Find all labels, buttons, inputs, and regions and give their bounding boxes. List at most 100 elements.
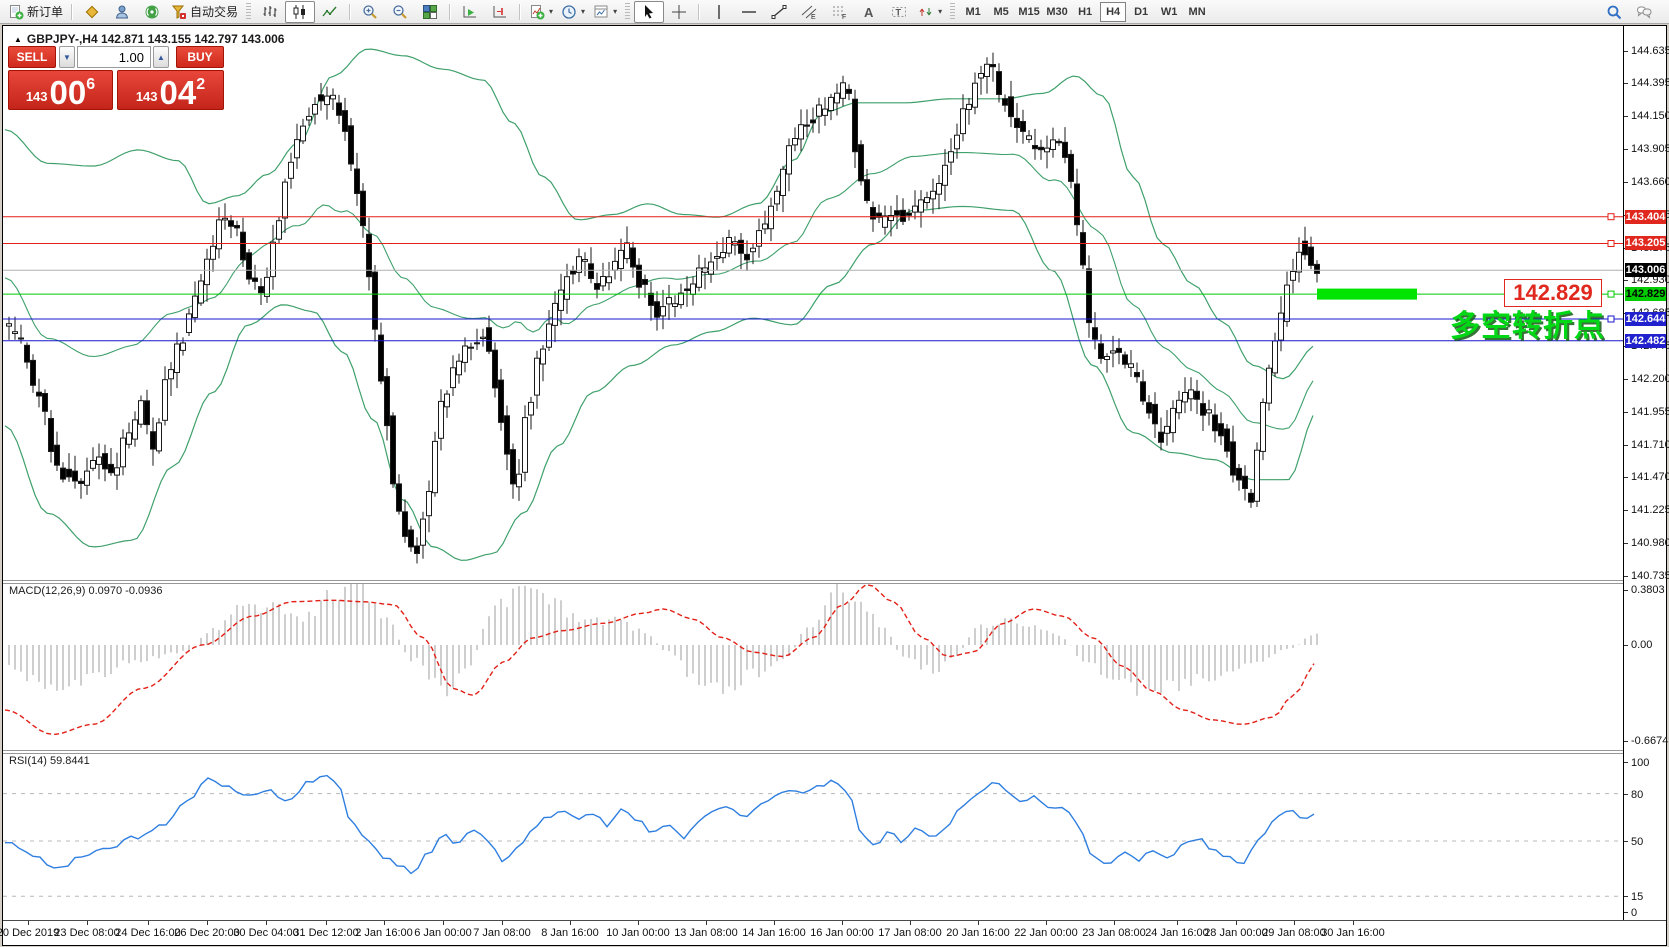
macd-canvas[interactable] bbox=[3, 584, 1623, 750]
buy-price-button[interactable]: 143 04 2 bbox=[117, 70, 224, 110]
price-annotation-label[interactable]: 142.829 bbox=[1504, 279, 1602, 307]
price-level-badge: 143.404 bbox=[1625, 209, 1666, 224]
price-level-badge: 142.644 bbox=[1625, 311, 1666, 326]
auto-trading-button[interactable]: 自动交易 bbox=[167, 1, 242, 23]
toolbar-grip[interactable] bbox=[625, 2, 631, 21]
timeframe-w1-button[interactable]: W1 bbox=[1160, 5, 1178, 18]
search-button[interactable] bbox=[1599, 1, 1629, 23]
zoom-out-button[interactable] bbox=[385, 1, 415, 23]
timeframe-h1-button[interactable]: H1 bbox=[1078, 5, 1093, 18]
time-tick-label: 28 Jan 00:00 bbox=[1204, 927, 1268, 939]
rsi-tick-label: 100 bbox=[1631, 757, 1650, 769]
label-button[interactable]: T bbox=[884, 1, 914, 23]
time-tick-label: 13 Jan 08:00 bbox=[674, 927, 738, 939]
axis-tick bbox=[1624, 841, 1628, 842]
timeframe-m15-button[interactable]: M15 bbox=[1018, 5, 1040, 18]
sell-button[interactable]: SELL bbox=[8, 46, 56, 68]
pane-separator[interactable] bbox=[3, 750, 1666, 754]
time-tick bbox=[638, 921, 639, 925]
time-tick-label: 29 Jan 08:00 bbox=[1262, 927, 1326, 939]
zoomin-icon bbox=[362, 4, 378, 20]
price-axis[interactable]: 144.635 144.395 144.150 143.905 143.660 143.4… bbox=[1623, 26, 1669, 920]
rsi-tick-label: 15 bbox=[1631, 891, 1644, 904]
toolbar-grip[interactable] bbox=[246, 2, 252, 21]
buy-button[interactable]: BUY bbox=[176, 46, 224, 68]
indicators-button[interactable]: ▾ bbox=[525, 1, 557, 23]
line-chart-button[interactable] bbox=[315, 1, 345, 23]
profiles-button[interactable] bbox=[107, 1, 137, 23]
market-watch-button[interactable] bbox=[77, 1, 107, 23]
macd-indicator-label: MACD(12,26,9) 0.0970 -0.0936 bbox=[9, 585, 163, 597]
axis-tick bbox=[1624, 280, 1628, 281]
cursor-button[interactable] bbox=[634, 0, 665, 23]
periods-button[interactable]: ▾ bbox=[557, 1, 589, 23]
arrows-button[interactable]: ▾ bbox=[914, 1, 946, 23]
horizontal-line-button[interactable] bbox=[734, 1, 764, 23]
svg-text:E: E bbox=[811, 14, 816, 20]
time-tick-label: 30 Dec 04:00 bbox=[233, 927, 299, 939]
timeframe-d1-button[interactable]: D1 bbox=[1134, 5, 1149, 18]
time-tick bbox=[266, 921, 267, 925]
timeframe-m5-button[interactable]: M5 bbox=[993, 5, 1009, 18]
pane-separator[interactable] bbox=[3, 580, 1666, 584]
time-tick bbox=[326, 921, 327, 925]
search-icon bbox=[1606, 4, 1622, 20]
timeframe-h4-button[interactable]: H4 bbox=[1100, 1, 1127, 22]
signals-button[interactable] bbox=[137, 1, 167, 23]
dropdown-caret-icon: ▾ bbox=[938, 7, 943, 16]
fibonacci-button[interactable]: F bbox=[824, 1, 854, 23]
hline-icon bbox=[741, 4, 757, 20]
time-tick-label: 6 Jan 00:00 bbox=[414, 927, 472, 939]
channel-icon: E bbox=[801, 4, 817, 20]
trendline-button[interactable] bbox=[764, 1, 794, 23]
axis-tick bbox=[1624, 741, 1628, 742]
auto-scroll-button[interactable] bbox=[455, 1, 485, 23]
fibo-icon: F bbox=[831, 4, 847, 20]
time-tick-label: 20 Dec 2019 bbox=[0, 927, 60, 939]
new-order-button[interactable]: 新订单 bbox=[4, 1, 67, 23]
one-click-trading-panel: SELL ▼ 1.00 ▲ BUY 143 00 6 143 04 2 bbox=[8, 46, 224, 134]
time-tick bbox=[978, 921, 979, 925]
sell-price-base: 143 bbox=[25, 89, 48, 104]
vertical-line-button[interactable] bbox=[704, 1, 734, 23]
channel-button[interactable]: E bbox=[794, 1, 824, 23]
chat-icon bbox=[1636, 4, 1652, 20]
crosshair-button[interactable] bbox=[664, 1, 694, 23]
price-tick-label: 142.930 bbox=[1631, 274, 1669, 287]
time-tick-label: 23 Dec 08:00 bbox=[54, 927, 120, 939]
candles-icon bbox=[292, 4, 308, 20]
template-icon bbox=[593, 4, 609, 20]
axis-tick bbox=[1624, 896, 1628, 897]
time-axis[interactable]: 20 Dec 2019 23 Dec 08:00 24 Dec 16:00 26 De… bbox=[0, 921, 1666, 945]
collapse-panel-arrow[interactable]: ▲ bbox=[14, 34, 22, 44]
symbol-ohlc-text: GBPJPY-,H4 142.871 143.155 142.797 143.0… bbox=[26, 32, 285, 46]
trend-icon bbox=[771, 4, 787, 20]
time-tick bbox=[774, 921, 775, 925]
price-chart-canvas[interactable] bbox=[3, 26, 1623, 580]
zoom-in-button[interactable] bbox=[355, 1, 385, 23]
chart-shift-button[interactable] bbox=[485, 1, 515, 23]
axis-tick bbox=[1624, 794, 1628, 795]
templates-button[interactable]: ▾ bbox=[589, 1, 621, 23]
sell-price-button[interactable]: 143 00 6 bbox=[8, 70, 113, 110]
toolbar-separator bbox=[519, 3, 522, 20]
volume-increase-button[interactable]: ▲ bbox=[153, 46, 169, 68]
volume-input[interactable]: 1.00 bbox=[77, 46, 151, 68]
timeframe-m1-button[interactable]: M1 bbox=[965, 5, 981, 18]
volume-decrease-button[interactable]: ▼ bbox=[59, 46, 75, 68]
tile-windows-button[interactable] bbox=[415, 1, 445, 23]
turning-point-annotation[interactable]: 多空转折点 bbox=[1450, 310, 1605, 343]
chat-button[interactable] bbox=[1629, 1, 1659, 23]
timeframe-m30-button[interactable]: M30 bbox=[1046, 5, 1068, 18]
rsi-canvas[interactable] bbox=[3, 754, 1623, 920]
sell-price-point: 6 bbox=[86, 76, 96, 93]
time-tick bbox=[87, 921, 88, 925]
candlestick-button[interactable] bbox=[285, 0, 316, 23]
timeframe-mn-button[interactable]: MN bbox=[1188, 5, 1206, 18]
time-tick bbox=[910, 921, 911, 925]
text-button[interactable]: A bbox=[854, 1, 884, 23]
rsi-indicator-label: RSI(14) 59.8441 bbox=[9, 755, 90, 767]
toolbar-grip[interactable] bbox=[950, 2, 956, 21]
axis-tick bbox=[1624, 445, 1628, 446]
bar-chart-button[interactable] bbox=[255, 1, 285, 23]
